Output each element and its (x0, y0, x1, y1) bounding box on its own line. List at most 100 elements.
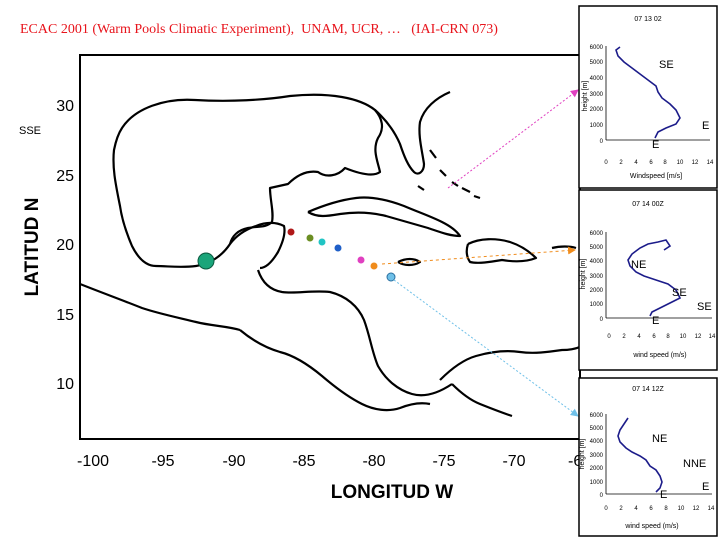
profile-title: 07 13 02 (634, 16, 661, 23)
page-title: ECAC 2001 (Warm Pools Climatic Experimen… (20, 22, 498, 37)
station-marker (386, 272, 396, 282)
coast-pacific-mexico (80, 282, 241, 332)
profile-y-tick: 1000 (590, 123, 604, 129)
wind-profile-line (615, 46, 681, 139)
x-ticks: -100 -95 -90 -85 -80 -75 -70 -6 (77, 453, 582, 470)
profile-y-tick: 3000 (590, 453, 604, 459)
y-axis-label: LATITUD N (22, 198, 43, 297)
profile-x-tick: 6 (652, 334, 656, 340)
profile-x-tick: 2 (619, 160, 623, 166)
profile-arrows (381, 89, 579, 417)
y-tick-label: 25 (56, 168, 74, 185)
ship-stations (287, 228, 396, 282)
coast-hispaniola (465, 238, 538, 264)
profile-x-tick: 0 (607, 334, 611, 340)
profile-x-tick: 4 (634, 506, 638, 512)
profile-x-tick: 10 (680, 334, 687, 340)
profile-x-tick: 12 (692, 160, 699, 166)
arrow-to-profile-1 (447, 89, 579, 189)
station-marker (334, 244, 342, 252)
profile-y-tick: 3000 (590, 92, 604, 98)
coastlines (80, 90, 580, 418)
wind-direction-label: E (652, 315, 659, 327)
profile-x-tick: 4 (637, 334, 641, 340)
coast-florida (374, 90, 451, 175)
x-tick-label: -95 (151, 453, 174, 470)
profile-x-tick: 10 (678, 506, 685, 512)
profile-x-label: wind speed (m/s) (624, 523, 678, 530)
profile-y-tick: 6000 (590, 231, 604, 237)
profile-y-tick: 6000 (590, 45, 604, 51)
map-panel: -100 -95 -90 -85 -80 -75 -70 -6 30 25 20… (19, 54, 582, 503)
profile-y-tick: 0 (600, 139, 604, 145)
profile-y-tick: 0 (600, 317, 604, 323)
wind-direction-label: E (702, 481, 709, 493)
profile-y-tick: 2000 (590, 466, 604, 472)
profile-y-tick: 4000 (590, 259, 604, 265)
profile-x-tick: 8 (666, 334, 670, 340)
coast-central-america (239, 269, 453, 412)
x-tick-label: -85 (292, 453, 315, 470)
wind-direction-label: NE (631, 259, 646, 271)
wind-direction-label: NE (652, 433, 667, 445)
coast-bahamas (417, 149, 481, 200)
y-tick-label: 20 (56, 237, 74, 254)
wind-direction-label: E (702, 120, 709, 132)
x-tick-label: -75 (432, 453, 455, 470)
coast-cuba (307, 196, 462, 238)
profile-x-tick: 8 (664, 506, 668, 512)
profile-y-tick: 1000 (590, 302, 604, 308)
x-axis-label: LONGITUD W (331, 482, 453, 503)
profile-x-tick: 14 (708, 506, 715, 512)
profile-y-tick: 3000 (590, 274, 604, 280)
profile-title: 07 14 12Z (632, 386, 664, 393)
coast-gulf-mexico (112, 93, 384, 268)
wind-direction-label: NNE (683, 458, 706, 470)
wind-direction-label: E (660, 489, 667, 501)
station-marker (306, 234, 314, 242)
y-tick-label: 15 (56, 307, 74, 324)
profile-x-label: wind speed (m/s) (632, 352, 686, 359)
coast-south-america (439, 345, 580, 418)
station-marker (318, 238, 326, 246)
profile-y-tick: 5000 (590, 60, 604, 66)
y-ticks: 30 25 20 15 10 (56, 98, 74, 393)
y-tick-label: 30 (56, 98, 74, 115)
profile-x-tick: 12 (695, 334, 702, 340)
profile-x-tick: 6 (649, 506, 653, 512)
station-marker (287, 228, 295, 236)
profile-x-tick: 2 (619, 506, 623, 512)
x-tick-label: -70 (502, 453, 525, 470)
profile-y-tick: 4000 (590, 76, 604, 82)
profile-y-label: height [m] (580, 259, 587, 290)
arrow-to-profile-2 (381, 246, 576, 265)
profile-x-tick: 0 (604, 506, 608, 512)
profile-x-tick: 10 (677, 160, 684, 166)
profile-y-tick: 2000 (590, 288, 604, 294)
profile-x-tick: 14 (709, 334, 716, 340)
y-tick-label: 10 (56, 376, 74, 393)
wind-direction-label: SE (659, 59, 674, 71)
profile-y-tick: 0 (600, 493, 604, 499)
x-tick-label: -80 (362, 453, 385, 470)
profile-y-label: height [m] (582, 81, 589, 112)
profile-x-tick: 2 (622, 334, 626, 340)
profile-x-tick: 12 (693, 506, 700, 512)
wind-profile-line (627, 239, 682, 317)
profile-x-tick: 8 (663, 160, 667, 166)
large-site-marker (197, 252, 215, 270)
profile-y-label: height [m] (579, 439, 586, 470)
station-marker (370, 262, 378, 270)
profile-x-tick: 0 (604, 160, 608, 166)
coast-jamaica (397, 257, 422, 267)
profile-x-tick: 14 (707, 160, 714, 166)
profile-panel-1: 07 13 02 height [m] 6000 5000 4000 3000 … (578, 5, 718, 189)
left-wind-label: SSE (19, 125, 41, 137)
profile-y-tick: 1000 (590, 480, 604, 486)
profile-y-tick: 2000 (590, 107, 604, 113)
x-tick-label: -90 (222, 453, 245, 470)
profile-y-tick: 6000 (590, 413, 604, 419)
profile-title: 07 14 00Z (632, 201, 664, 208)
profile-y-tick: 5000 (590, 426, 604, 432)
